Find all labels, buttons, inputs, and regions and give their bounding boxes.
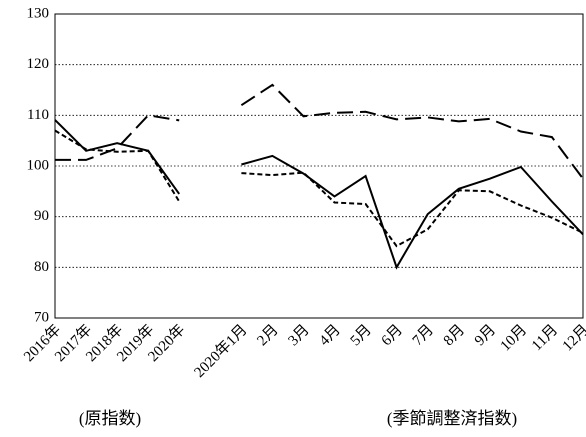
x-tick-label: 5月 [348,322,375,349]
y-tick-label: 80 [34,259,49,275]
plot-frame [54,13,584,319]
x-tick-label: 7月 [410,322,437,349]
x-tick-label: 2020年1月 [191,321,251,381]
series-line [55,83,584,180]
x-tick-label: 8月 [441,322,468,349]
y-tick-label: 100 [27,157,50,173]
y-tick-label: 90 [34,208,49,224]
x-tick-label: 10月 [498,322,531,355]
annotation: (原指数) [79,409,141,428]
x-tick-label: 11月 [529,322,561,354]
y-tick-label: 130 [27,5,50,21]
series-line [54,129,584,248]
x-tick-label: 12月 [560,322,586,355]
y-tick-label: 70 [34,309,49,325]
annotation: (季節調整済指数) [387,409,517,428]
x-tick-label: 9月 [472,322,499,349]
y-tick-label: 120 [27,56,50,72]
series-line [54,119,584,270]
y-tick-label: 110 [27,107,49,123]
x-tick-label: 4月 [317,322,344,349]
x-tick-label: 6月 [379,322,406,349]
x-tick-label: 3月 [285,322,312,349]
x-tick-label: 2月 [254,322,281,349]
